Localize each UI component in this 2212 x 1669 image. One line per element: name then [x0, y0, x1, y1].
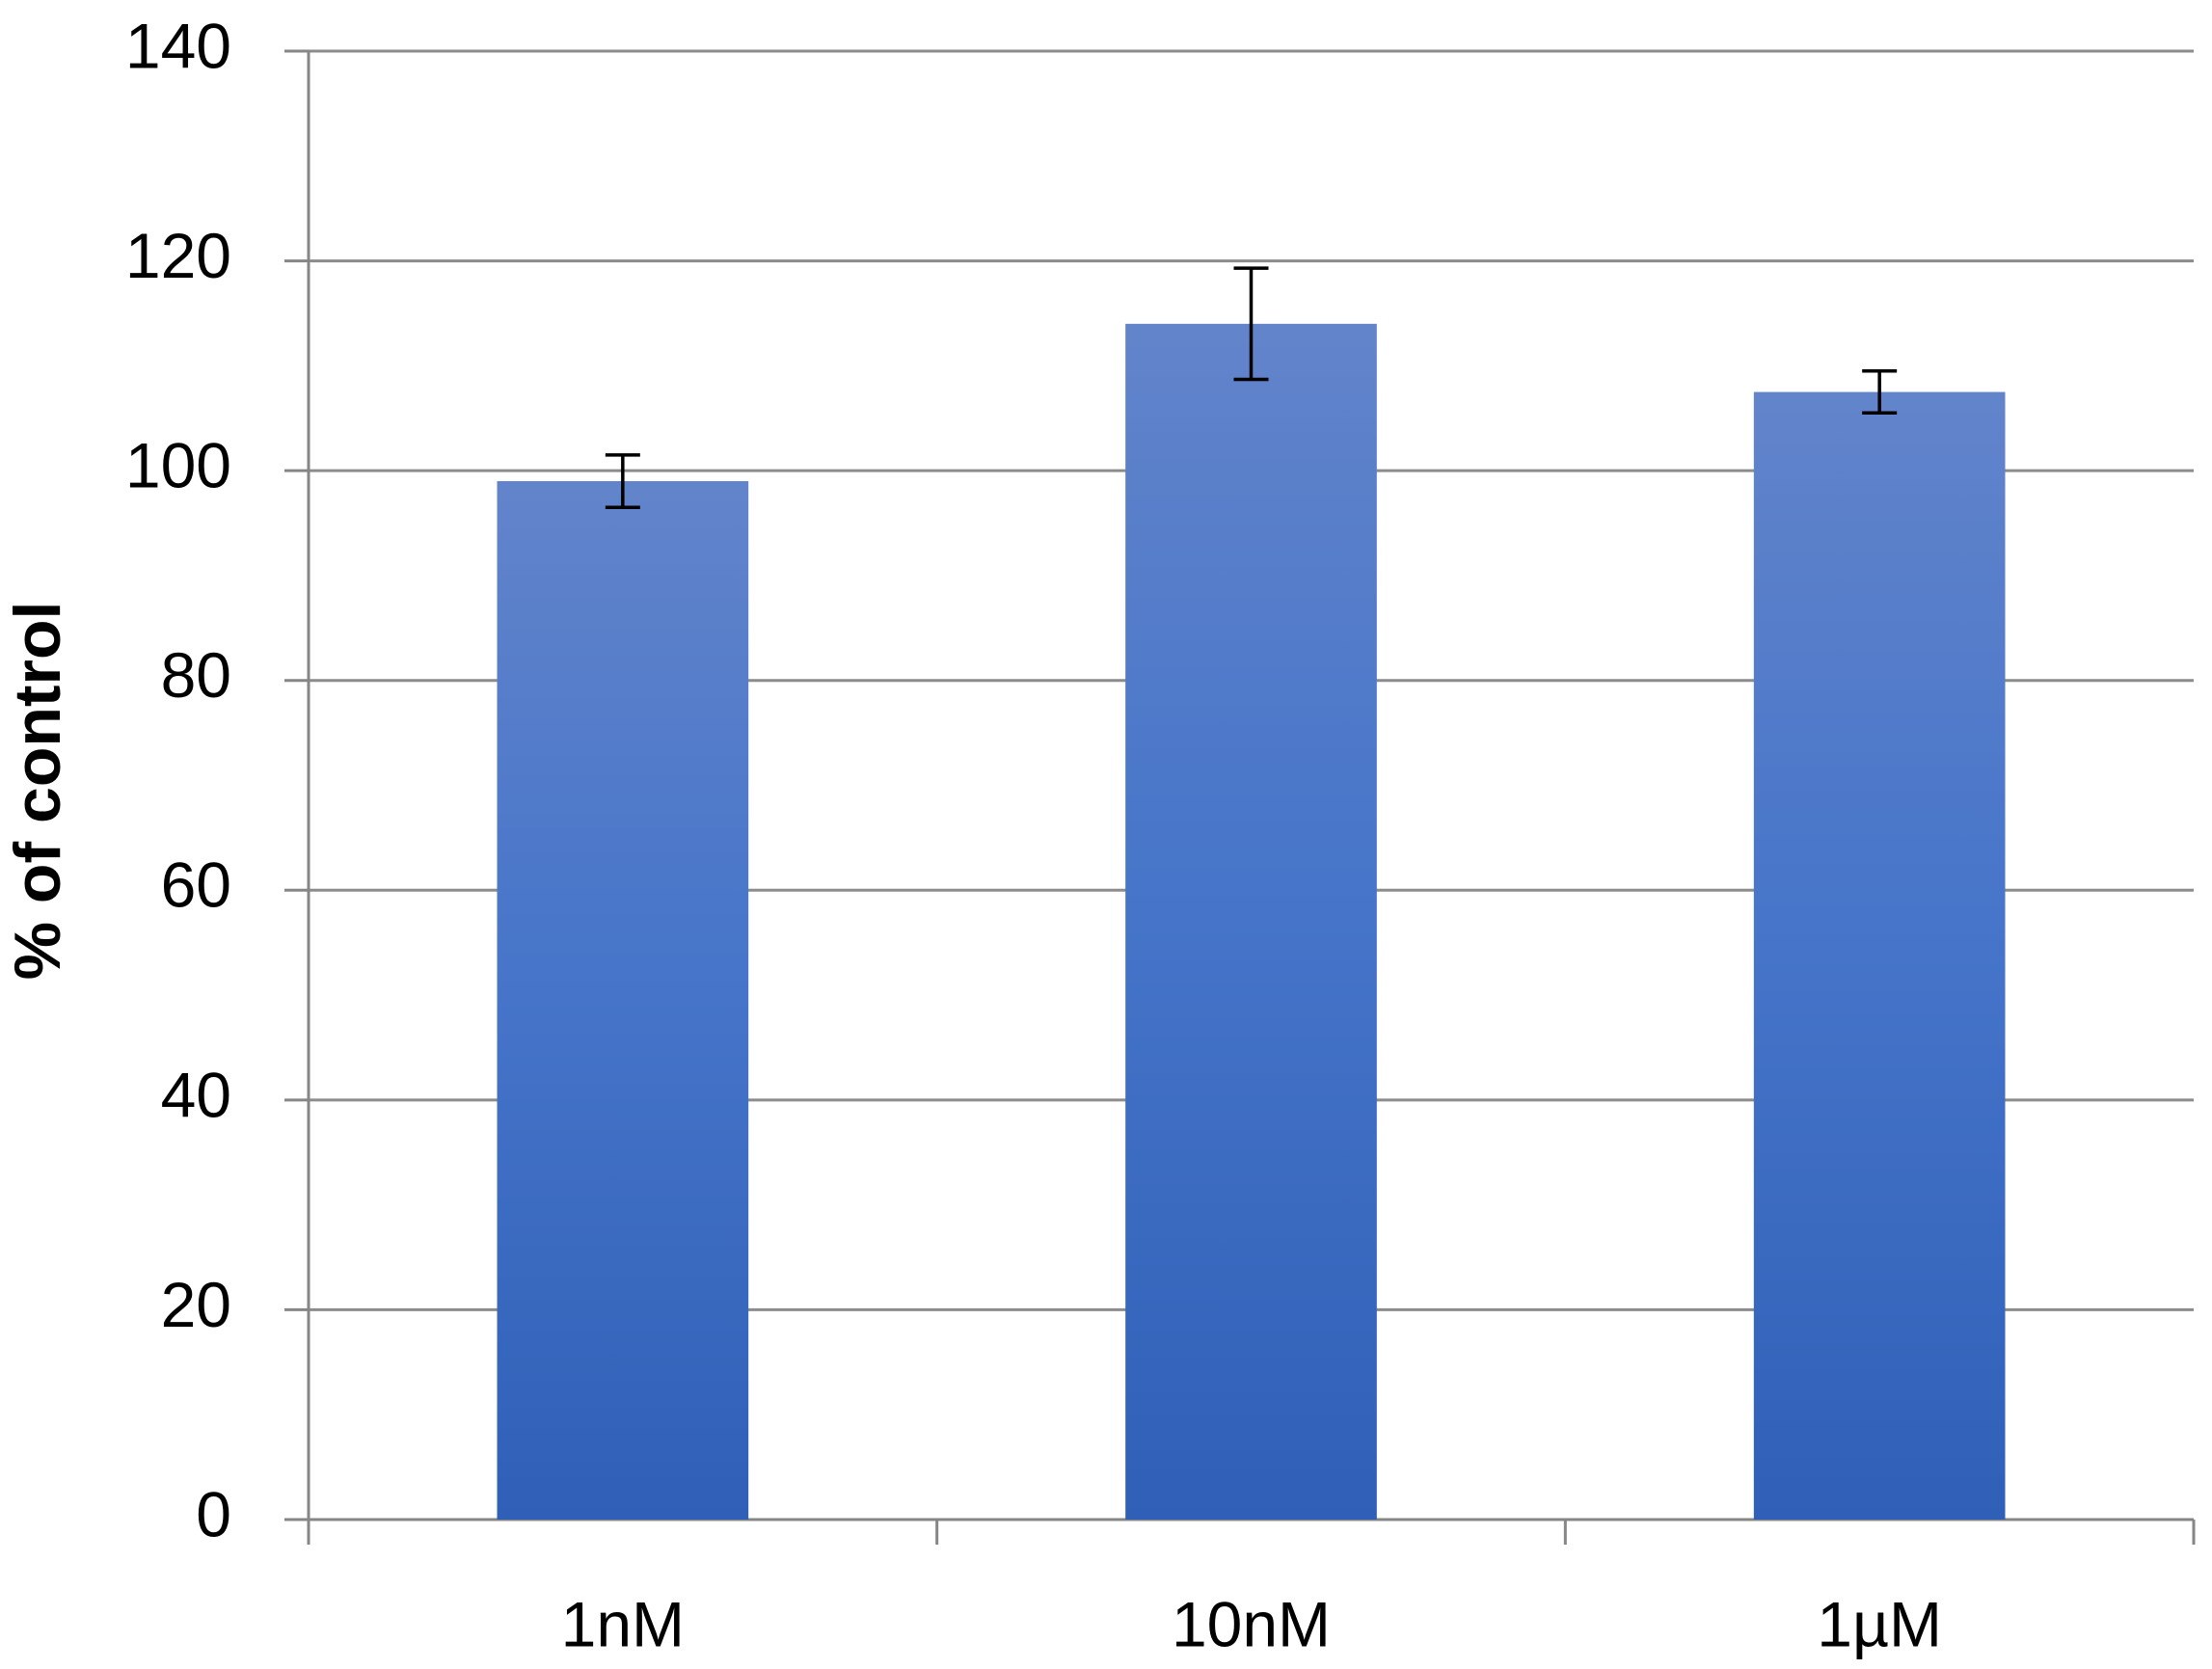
y-tick-label: 60 [161, 849, 231, 921]
y-tick-label: 80 [161, 639, 231, 711]
y-tick-label: 100 [125, 430, 231, 501]
error-bar [605, 453, 640, 509]
x-tick-label: 1µM [1817, 1588, 1942, 1659]
x-tick-label: 1nM [561, 1588, 685, 1659]
error-bar [1233, 266, 1269, 382]
bar [1753, 391, 2006, 1520]
bar [497, 481, 749, 1520]
y-tick-label: 40 [161, 1059, 231, 1130]
y-tick-label: 120 [125, 220, 231, 291]
error-bar [1862, 369, 1898, 416]
y-tick-label: 0 [196, 1478, 231, 1549]
y-axis-title: % of control [1, 602, 74, 981]
y-tick-label: 20 [161, 1269, 231, 1340]
x-tick-label: 10nM [1172, 1588, 1331, 1659]
bar [1125, 323, 1377, 1520]
y-tick-label: 140 [125, 10, 231, 81]
